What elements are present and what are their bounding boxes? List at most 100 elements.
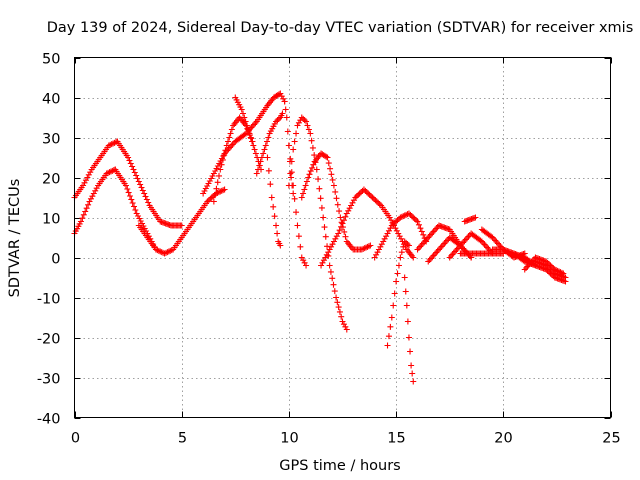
series-arc-10 (253, 110, 286, 177)
x-tick-label: 10 (280, 431, 298, 447)
data-point (298, 194, 305, 201)
data-point (401, 238, 408, 245)
data-point (358, 189, 365, 196)
data-point (161, 250, 168, 257)
data-point (360, 186, 367, 193)
y-tick-label: 30 (42, 132, 60, 148)
data-point (271, 213, 278, 220)
data-point (323, 251, 330, 258)
data-point (356, 190, 363, 197)
data-point (394, 217, 401, 224)
data-point (407, 348, 414, 355)
data-point (352, 194, 359, 201)
data-point (131, 169, 138, 176)
data-point (249, 123, 256, 129)
data-point (313, 166, 320, 173)
data-point (82, 177, 89, 184)
data-point (437, 245, 444, 251)
data-point (105, 142, 112, 149)
data-point (164, 249, 171, 256)
data-point (340, 217, 347, 224)
data-point (274, 230, 281, 237)
data-point (302, 182, 309, 189)
data-point (343, 210, 350, 217)
series-arc-28 (511, 250, 569, 285)
data-point (427, 231, 434, 238)
data-point (321, 224, 328, 231)
data-point (336, 308, 343, 315)
data-point (360, 245, 367, 252)
data-point (311, 152, 318, 159)
data-point (333, 195, 340, 202)
data-point (392, 225, 399, 232)
data-point (129, 200, 136, 206)
y-tick-label: 50 (42, 52, 60, 68)
data-point (295, 233, 302, 240)
data-point (220, 187, 227, 194)
data-point (343, 326, 350, 333)
data-point (454, 245, 461, 252)
data-point (334, 299, 341, 306)
data-point (262, 142, 269, 149)
data-point (85, 171, 92, 178)
data-point (107, 141, 114, 148)
data-point (305, 126, 312, 133)
data-point (413, 217, 420, 224)
data-point (129, 163, 136, 170)
data-point (268, 194, 275, 201)
data-point (288, 169, 295, 176)
data-point (339, 318, 346, 325)
data-point (493, 239, 500, 245)
data-point (340, 321, 347, 328)
data-point (417, 225, 424, 232)
data-point (371, 254, 378, 261)
data-point (430, 228, 437, 235)
x-tick-label: 15 (387, 431, 405, 447)
data-point (325, 249, 332, 256)
data-point (472, 214, 479, 221)
data-point (227, 130, 234, 137)
data-point (409, 370, 416, 377)
data-point (303, 118, 310, 125)
data-point (214, 179, 221, 186)
data-point (152, 246, 159, 253)
data-point (323, 153, 330, 160)
data-point (395, 262, 402, 269)
data-point (544, 263, 551, 270)
data-point (317, 195, 324, 202)
data-point (111, 139, 118, 146)
data-point (353, 193, 360, 200)
data-point (309, 164, 316, 171)
series-arc-17 (369, 194, 417, 261)
data-point (404, 211, 411, 218)
data-point (93, 185, 100, 192)
data-point (124, 186, 131, 192)
data-point (363, 244, 370, 251)
data-point (291, 195, 298, 202)
data-point (481, 241, 488, 248)
data-point (278, 93, 285, 100)
data-point (383, 233, 390, 240)
data-point (402, 288, 409, 295)
data-point (279, 110, 286, 117)
data-point (125, 189, 132, 196)
data-point (264, 154, 271, 161)
data-point (178, 222, 185, 229)
data-point (408, 213, 415, 220)
data-point (137, 181, 144, 188)
data-point (414, 218, 421, 225)
data-point (434, 248, 441, 254)
series-arc-2 (114, 138, 185, 229)
data-point (130, 203, 137, 210)
data-point (373, 198, 380, 205)
data-point (333, 294, 340, 301)
data-point (143, 196, 150, 203)
data-point (415, 221, 422, 228)
series-arc-14 (298, 150, 331, 201)
data-point (258, 154, 265, 161)
data-point (342, 213, 349, 220)
data-point (109, 167, 116, 174)
data-point (295, 119, 302, 126)
data-point (398, 249, 405, 256)
data-points (71, 90, 569, 385)
